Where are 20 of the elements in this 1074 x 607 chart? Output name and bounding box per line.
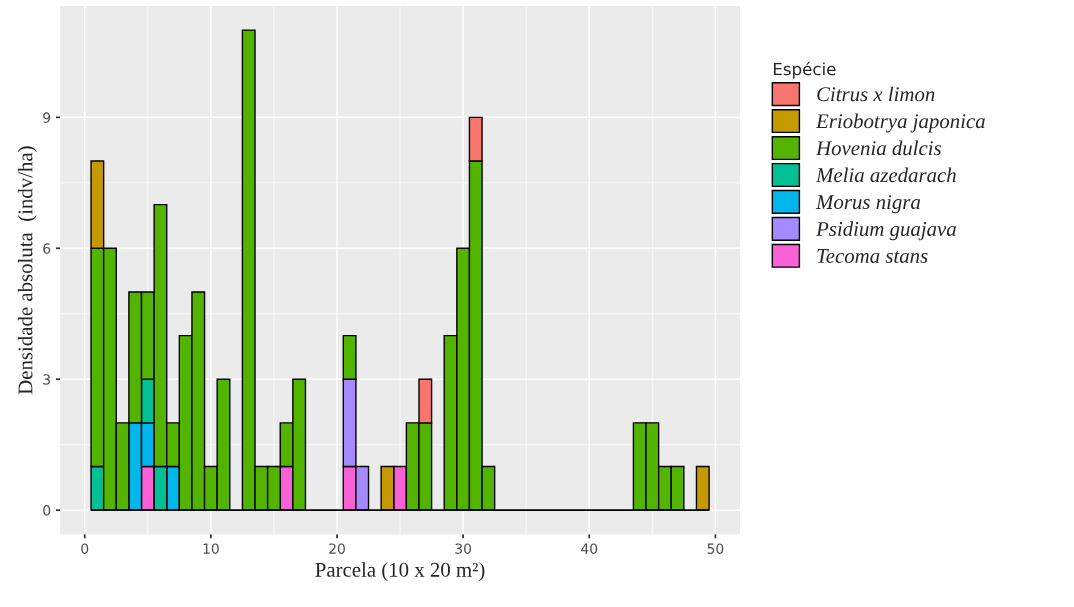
x-tick-label: 30 — [455, 543, 472, 554]
y-tick-label: 3 — [43, 374, 50, 385]
x-axis-title: Parcela (10 x 20 m²) — [315, 562, 485, 582]
y-axis-title: Densidade absoluta (indv/ha) — [17, 146, 37, 395]
legend-label: Psidium guajava — [815, 221, 956, 241]
legend-label: Hovenia dulcis — [815, 140, 941, 156]
x-tick-label: 0 — [81, 543, 89, 554]
x-tick-label: 10 — [203, 543, 219, 554]
legend-label: Tecoma stans — [817, 249, 928, 263]
y-tick-label: 9 — [43, 112, 51, 123]
x-tick-label: 40 — [581, 543, 598, 554]
x-tick-label: 20 — [329, 543, 345, 554]
legend-label: Eriobotrya japonica — [815, 113, 985, 133]
y-tick-label: 6 — [43, 243, 51, 254]
x-tick-label: 50 — [707, 543, 724, 554]
legend-label: Citrus x limon — [817, 86, 935, 102]
legend-label: Melia azedarach — [815, 167, 956, 183]
legend-title: Espécie — [773, 61, 836, 79]
y-tick-label: 0 — [43, 505, 51, 516]
legend-label: Morus nigra — [815, 195, 921, 214]
